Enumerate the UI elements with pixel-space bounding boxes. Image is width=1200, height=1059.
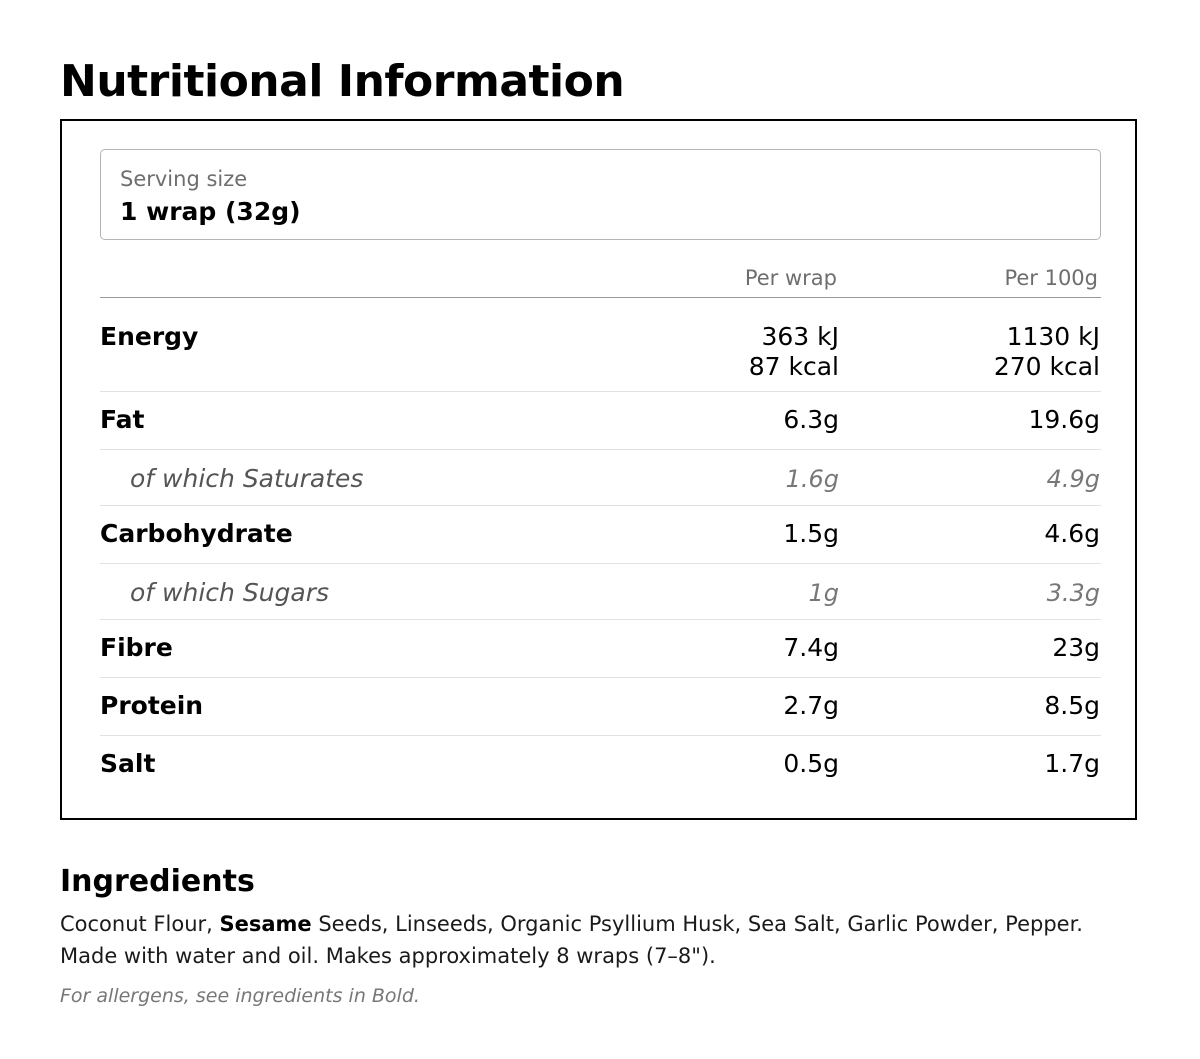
nutrient-row-protein: Protein 2.7g 8.5g	[100, 678, 1101, 736]
allergen-note: For allergens, see ingredients in Bold.	[60, 985, 420, 1007]
ingredients-heading: Ingredients	[60, 864, 255, 899]
fat-per-wrap: 6.3g	[783, 405, 839, 434]
carbohydrate-per-100g: 4.6g	[1044, 519, 1100, 548]
nutrient-row-fibre: Fibre 7.4g 23g	[100, 620, 1101, 678]
nutrient-row-carbohydrate: Carbohydrate 1.5g 4.6g	[100, 506, 1101, 564]
nutrient-label: Protein	[100, 691, 204, 720]
column-header-per-wrap: Per wrap	[744, 266, 837, 290]
energy-per-wrap-kj: 363 kJ	[761, 322, 839, 351]
nutrition-table-panel: Serving size 1 wrap (32g) Per wrap Per 1…	[60, 119, 1137, 820]
salt-per-100g: 1.7g	[1044, 749, 1100, 778]
fat-per-100g: 19.6g	[1028, 405, 1100, 434]
column-header-per-100g: Per 100g	[1004, 266, 1098, 290]
sugars-per-wrap: 1g	[808, 579, 839, 607]
nutrient-row-energy: Energy 363 kJ 87 kcal 1130 kJ 270 kcal	[100, 298, 1101, 392]
sugars-per-100g: 3.3g	[1046, 579, 1100, 607]
serving-size-value: 1 wrap (32g)	[120, 197, 301, 226]
protein-per-100g: 8.5g	[1044, 691, 1100, 720]
ingredients-text-start: Coconut Flour,	[60, 912, 220, 936]
page-title: Nutritional Information	[60, 56, 625, 107]
nutrient-rows: Energy 363 kJ 87 kcal 1130 kJ 270 kcal F…	[100, 298, 1101, 794]
energy-per-100g: 1130 kJ 270 kcal	[994, 322, 1100, 382]
energy-per-wrap-kcal: 87 kcal	[748, 352, 839, 381]
nutrient-sublabel: of which Sugars	[130, 578, 330, 607]
fibre-per-100g: 23g	[1052, 633, 1100, 662]
ingredients-text-rest: Seeds, Linseeds, Organic Psyllium Husk, …	[60, 912, 1083, 968]
nutrient-label: Fat	[100, 405, 145, 434]
nutrient-label: Fibre	[100, 633, 173, 662]
nutrient-row-fat: Fat 6.3g 19.6g	[100, 392, 1101, 450]
serving-size-box: Serving size 1 wrap (32g)	[100, 149, 1101, 240]
energy-per-wrap: 363 kJ 87 kcal	[749, 322, 839, 382]
nutrient-row-sugars: of which Sugars 1g 3.3g	[100, 564, 1101, 620]
nutrient-row-saturates: of which Saturates 1.6g 4.9g	[100, 450, 1101, 506]
nutrient-label: Salt	[100, 749, 156, 778]
nutrient-sublabel: of which Saturates	[130, 464, 364, 493]
allergen-ingredient: Sesame	[219, 912, 312, 936]
ingredients-list: Coconut Flour, Sesame Seeds, Linseeds, O…	[60, 908, 1120, 972]
fibre-per-wrap: 7.4g	[783, 633, 839, 662]
protein-per-wrap: 2.7g	[783, 691, 839, 720]
carbohydrate-per-wrap: 1.5g	[783, 519, 839, 548]
nutrient-label: Energy	[100, 322, 199, 351]
saturates-per-wrap: 1.6g	[785, 465, 839, 493]
header-divider	[100, 297, 1101, 298]
serving-size-label: Serving size	[120, 167, 248, 191]
saturates-per-100g: 4.9g	[1046, 465, 1100, 493]
energy-per-100g-kcal: 270 kcal	[993, 352, 1100, 381]
nutrient-label: Carbohydrate	[100, 519, 293, 548]
nutrient-row-salt: Salt 0.5g 1.7g	[100, 736, 1101, 794]
salt-per-wrap: 0.5g	[783, 749, 839, 778]
energy-per-100g-kj: 1130 kJ	[1006, 322, 1100, 351]
